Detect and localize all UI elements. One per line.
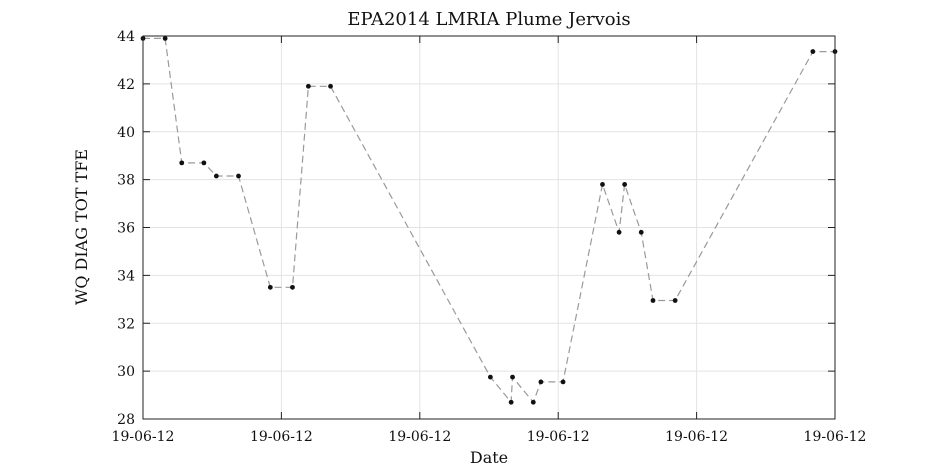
y-tick-label: 34 <box>117 268 135 284</box>
data-point <box>560 379 566 385</box>
grid-lines <box>142 35 836 420</box>
data-point <box>508 399 514 405</box>
y-tick-label: 42 <box>117 77 135 93</box>
x-tick-label: 19-06-12 <box>250 429 313 445</box>
x-tick-label: 19-06-12 <box>527 429 590 445</box>
data-points <box>140 35 838 405</box>
data-point <box>810 49 816 54</box>
data-point <box>213 173 219 179</box>
y-axis-label: WQ DIAG TOT TFE <box>72 149 91 305</box>
x-axis-label: Date <box>470 448 508 467</box>
axis-ticks <box>142 35 836 420</box>
x-tick-label: 19-06-12 <box>804 429 867 445</box>
x-tick-labels: 19-06-12 19-06-12 19-06-12 19-06-12 19-06-12… <box>112 429 867 445</box>
data-point <box>328 83 333 89</box>
data-point <box>305 83 311 89</box>
data-point <box>650 298 656 303</box>
y-tick-label: 28 <box>117 412 135 428</box>
data-point <box>267 284 273 290</box>
y-tick-label: 40 <box>117 125 135 141</box>
data-point <box>530 399 536 405</box>
data-point <box>162 35 168 41</box>
data-point <box>510 374 515 380</box>
data-point <box>538 379 544 385</box>
series-polyline <box>143 37 835 404</box>
y-tick-label: 38 <box>117 173 135 189</box>
data-point <box>622 182 628 187</box>
x-tick-label: 19-06-12 <box>388 429 451 445</box>
y-tick-label: 32 <box>117 316 135 332</box>
data-point <box>487 374 493 380</box>
y-tick-label: 36 <box>117 221 135 237</box>
y-tick-label: 44 <box>117 29 135 45</box>
data-point <box>236 173 241 179</box>
data-point <box>600 182 605 187</box>
data-point <box>616 229 622 235</box>
data-point <box>638 229 644 235</box>
data-point <box>201 160 207 166</box>
x-tick-label: 19-06-12 <box>112 429 175 445</box>
y-tick-labels: 28 30 32 34 36 38 40 42 44 <box>117 29 135 428</box>
x-tick-label: 19-06-12 <box>665 429 728 445</box>
data-point <box>179 160 185 166</box>
data-point <box>290 284 295 290</box>
series-line <box>143 37 835 404</box>
chart-title: EPA2014 LMRIA Plume Jervois <box>347 9 630 30</box>
data-point <box>672 298 678 303</box>
y-tick-label: 30 <box>117 364 135 380</box>
